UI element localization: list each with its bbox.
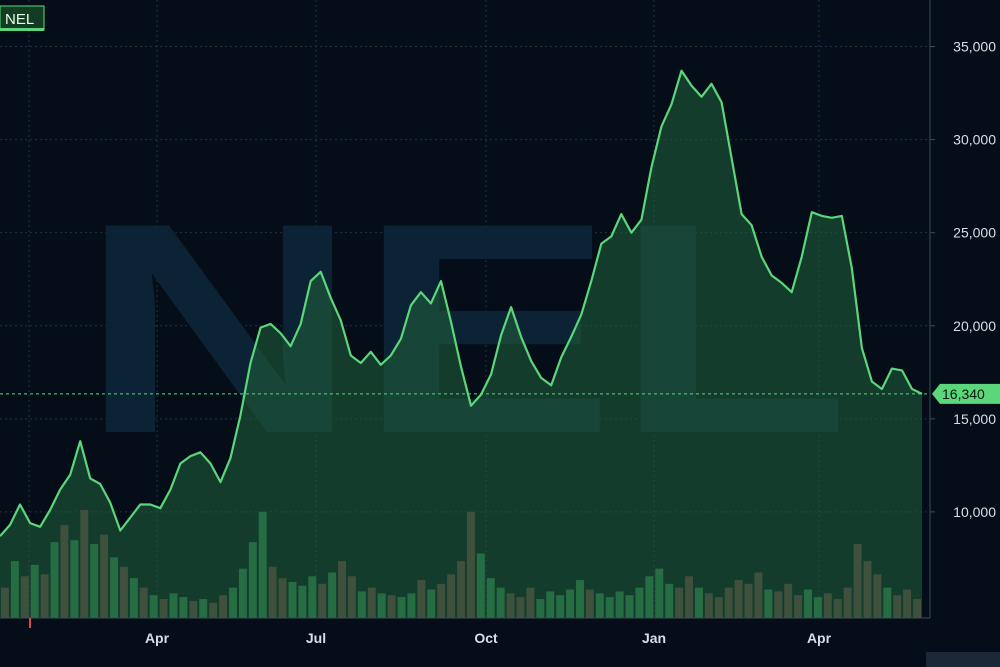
last-price-badge: 16,340 [932, 383, 1000, 404]
symbol-label: NEL [5, 11, 34, 28]
time-axis-tick-label: Apr [145, 630, 170, 646]
time-axis-tick-label: Apr [807, 630, 832, 646]
price-axis-tick-label: 35,000 [953, 39, 996, 55]
price-axis-tick-label: 30,000 [953, 132, 996, 148]
symbol-badge-box [0, 5, 45, 31]
price-axis-tick-label: 15,000 [953, 411, 996, 427]
last-price-badge-shape [932, 383, 1000, 404]
time-axis-tick-label: Jul [306, 630, 326, 646]
price-axis-tick-label: 25,000 [953, 225, 996, 241]
price-line [0, 69, 923, 537]
price-axis[interactable]: 35,000 30,000 25,000 20,000 15,000 10,000 [930, 39, 996, 520]
price-area-fill [0, 70, 922, 618]
time-axis-marker [29, 618, 31, 628]
symbol-badge[interactable]: NEL [0, 5, 45, 31]
symbol-badge-underline [0, 28, 44, 31]
time-axis[interactable]: Apr Jul Oct Jan Apr [145, 630, 832, 646]
time-axis-tick-label: Oct [474, 630, 498, 646]
price-axis-tick-label: 10,000 [953, 504, 996, 520]
price-axis-tick-label: 20,000 [953, 318, 996, 334]
time-axis-tick-label: Jan [642, 630, 666, 646]
bottom-right-scrollbar[interactable] [926, 652, 1000, 667]
last-price-label: 16,340 [942, 386, 985, 402]
